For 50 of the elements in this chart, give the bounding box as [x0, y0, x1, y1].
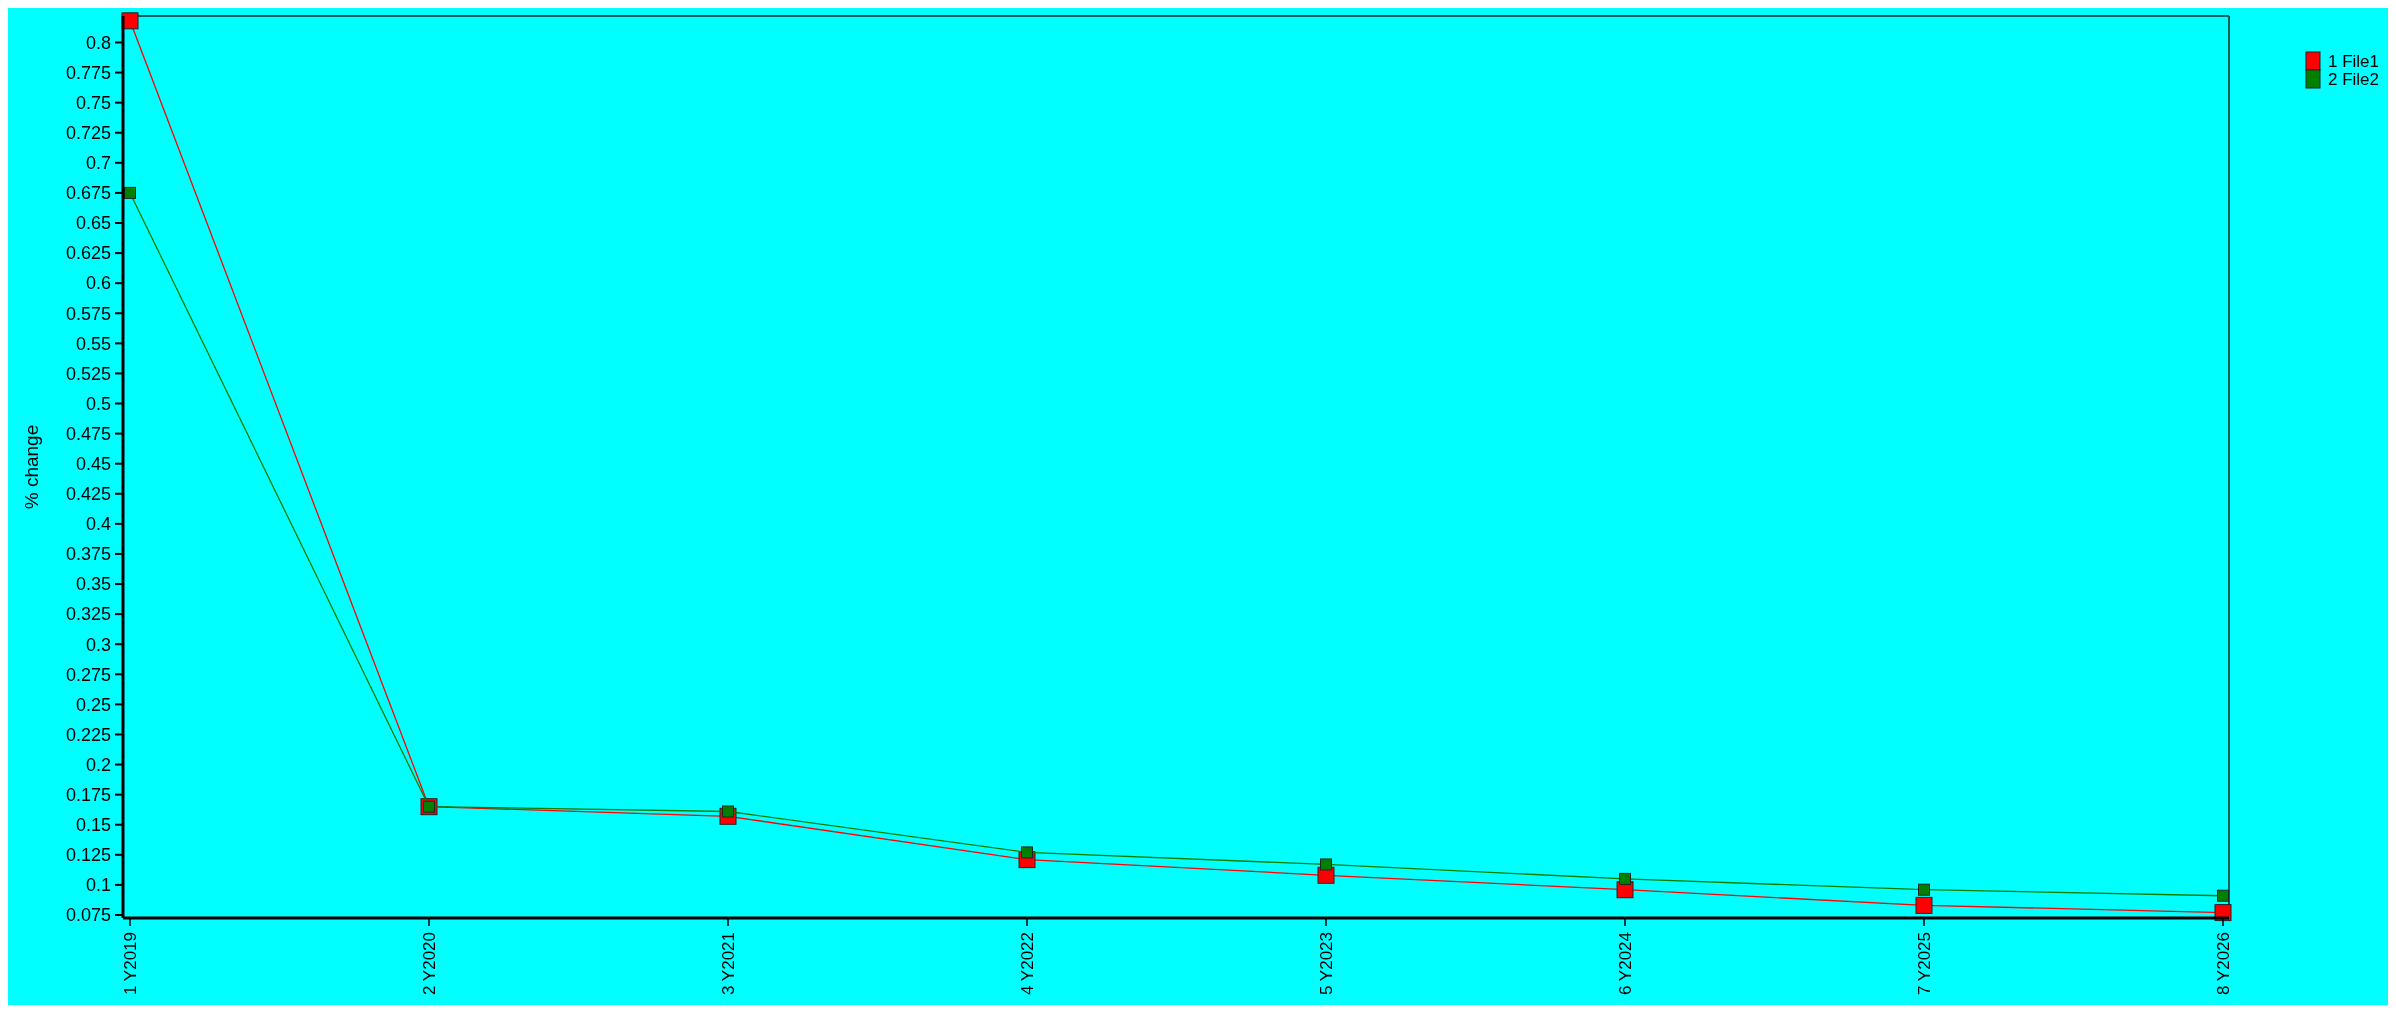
y-tick-label: 0.65 — [75, 213, 111, 234]
y-tick-label: 0.475 — [65, 423, 111, 444]
y-tick-label: 0.775 — [65, 62, 111, 83]
point — [2217, 889, 2229, 902]
x-tick-label: 7 Y2025 — [1915, 932, 1934, 996]
y-tick-label: 0.725 — [65, 123, 111, 144]
point — [1918, 883, 1930, 896]
point — [1320, 858, 1332, 871]
y-tick-label: 0.6 — [85, 273, 111, 294]
y-tick-label: 0.75 — [75, 92, 111, 113]
point — [124, 186, 136, 199]
y-tick-label: 0.35 — [75, 574, 111, 595]
y-tick-label: 0.2 — [85, 754, 111, 775]
point — [121, 12, 139, 30]
y-tick-label: 0.5 — [85, 393, 111, 414]
x-tick-label: 3 Y2021 — [719, 932, 738, 996]
y-tick-label: 0.1 — [85, 875, 111, 896]
point — [1021, 846, 1033, 859]
y-tick-label: 0.525 — [65, 363, 111, 384]
point — [1915, 896, 1933, 914]
x-tick-label: 4 Y2022 — [1018, 932, 1037, 996]
y-tick-label: 0.15 — [75, 815, 111, 836]
y-tick-label: 0.325 — [65, 604, 111, 625]
y-tick-label: 0.25 — [75, 694, 111, 715]
y-tick-label: 0.075 — [65, 905, 111, 926]
point — [1619, 872, 1631, 885]
x-tick-label: 1 Y2019 — [121, 932, 140, 996]
y-tick-label: 0.8 — [85, 32, 111, 53]
y-tick-label: 0.4 — [85, 514, 111, 535]
x-tick-label: 5 Y2023 — [1317, 932, 1336, 996]
y-tick-label: 0.175 — [65, 784, 111, 805]
y-tick-label: 0.675 — [65, 183, 111, 204]
legend-label: 1 File1 — [2328, 51, 2380, 71]
y-tick-label: 0.275 — [65, 664, 111, 685]
y-tick-label: 0.575 — [65, 303, 111, 324]
y-tick-label: 0.45 — [75, 453, 111, 474]
x-tick-label: 2 Y2020 — [420, 932, 439, 996]
y-tick-label: 0.375 — [65, 544, 111, 565]
y-tick-label: 0.425 — [65, 484, 111, 505]
point — [2214, 904, 2232, 922]
y-tick-label: 0.225 — [65, 724, 111, 745]
y-axis-title: % change — [21, 424, 42, 510]
legend-label: 2 File2 — [2328, 69, 2380, 89]
y-tick-label: 0.7 — [85, 153, 111, 174]
y-tick-label: 0.125 — [65, 845, 111, 866]
y-tick-label: 0.3 — [85, 634, 111, 655]
y-tick-label: 0.625 — [65, 243, 111, 264]
x-tick-label: 6 Y2024 — [1616, 932, 1635, 996]
y-tick-label: 0.55 — [75, 333, 111, 354]
x-tick-label: 8 Y2026 — [2214, 932, 2233, 996]
